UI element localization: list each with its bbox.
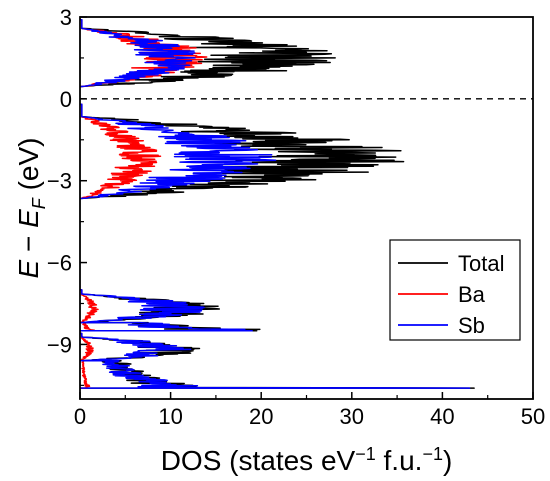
x-tick-label: 30 (340, 404, 364, 429)
x-tick-label: 50 (521, 404, 545, 429)
y-tick-label: 3 (60, 5, 72, 30)
y-tick-label: 0 (60, 87, 72, 112)
x-tick-label: 40 (430, 404, 454, 429)
series-layer (79, 18, 475, 389)
legend-label-total: Total (458, 251, 504, 276)
legend-label-sb: Sb (458, 313, 485, 338)
x-axis-title: DOS (states eV−1 f.u.−1) (161, 444, 453, 476)
series-sb-line (79, 18, 471, 389)
legend: Total Ba Sb (389, 239, 521, 341)
y-tick-label: −9 (47, 332, 72, 357)
x-tick-label: 0 (74, 404, 86, 429)
legend-label-ba: Ba (458, 282, 486, 307)
legend-box (389, 239, 521, 341)
y-tick-label: −3 (47, 169, 72, 194)
x-tick-label: 10 (158, 404, 182, 429)
series-ba-line (79, 18, 208, 389)
y-axis-title: E − EF (eV) (13, 138, 49, 279)
y-tick-label: −6 (47, 251, 72, 276)
x-tick-label: 20 (249, 404, 273, 429)
